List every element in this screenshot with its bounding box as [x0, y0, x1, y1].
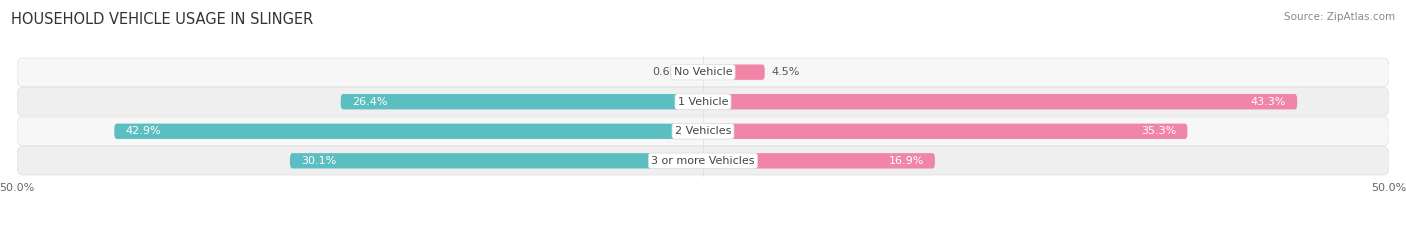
- Text: 35.3%: 35.3%: [1142, 126, 1177, 136]
- Text: No Vehicle: No Vehicle: [673, 67, 733, 77]
- Text: 3 or more Vehicles: 3 or more Vehicles: [651, 156, 755, 166]
- FancyBboxPatch shape: [695, 65, 703, 80]
- FancyBboxPatch shape: [290, 153, 703, 168]
- Text: 1 Vehicle: 1 Vehicle: [678, 97, 728, 107]
- Text: 0.65%: 0.65%: [652, 67, 688, 77]
- Text: 30.1%: 30.1%: [301, 156, 336, 166]
- Text: 16.9%: 16.9%: [889, 156, 924, 166]
- FancyBboxPatch shape: [114, 123, 703, 139]
- Text: HOUSEHOLD VEHICLE USAGE IN SLINGER: HOUSEHOLD VEHICLE USAGE IN SLINGER: [11, 12, 314, 27]
- Text: Source: ZipAtlas.com: Source: ZipAtlas.com: [1284, 12, 1395, 22]
- Text: 2 Vehicles: 2 Vehicles: [675, 126, 731, 136]
- FancyBboxPatch shape: [17, 147, 1389, 175]
- Text: 26.4%: 26.4%: [352, 97, 387, 107]
- FancyBboxPatch shape: [703, 123, 1188, 139]
- FancyBboxPatch shape: [17, 58, 1389, 86]
- Text: 43.3%: 43.3%: [1251, 97, 1286, 107]
- Text: 42.9%: 42.9%: [125, 126, 160, 136]
- FancyBboxPatch shape: [17, 88, 1389, 116]
- FancyBboxPatch shape: [703, 65, 765, 80]
- FancyBboxPatch shape: [703, 153, 935, 168]
- Text: 4.5%: 4.5%: [772, 67, 800, 77]
- FancyBboxPatch shape: [17, 117, 1389, 145]
- FancyBboxPatch shape: [340, 94, 703, 110]
- FancyBboxPatch shape: [703, 94, 1298, 110]
